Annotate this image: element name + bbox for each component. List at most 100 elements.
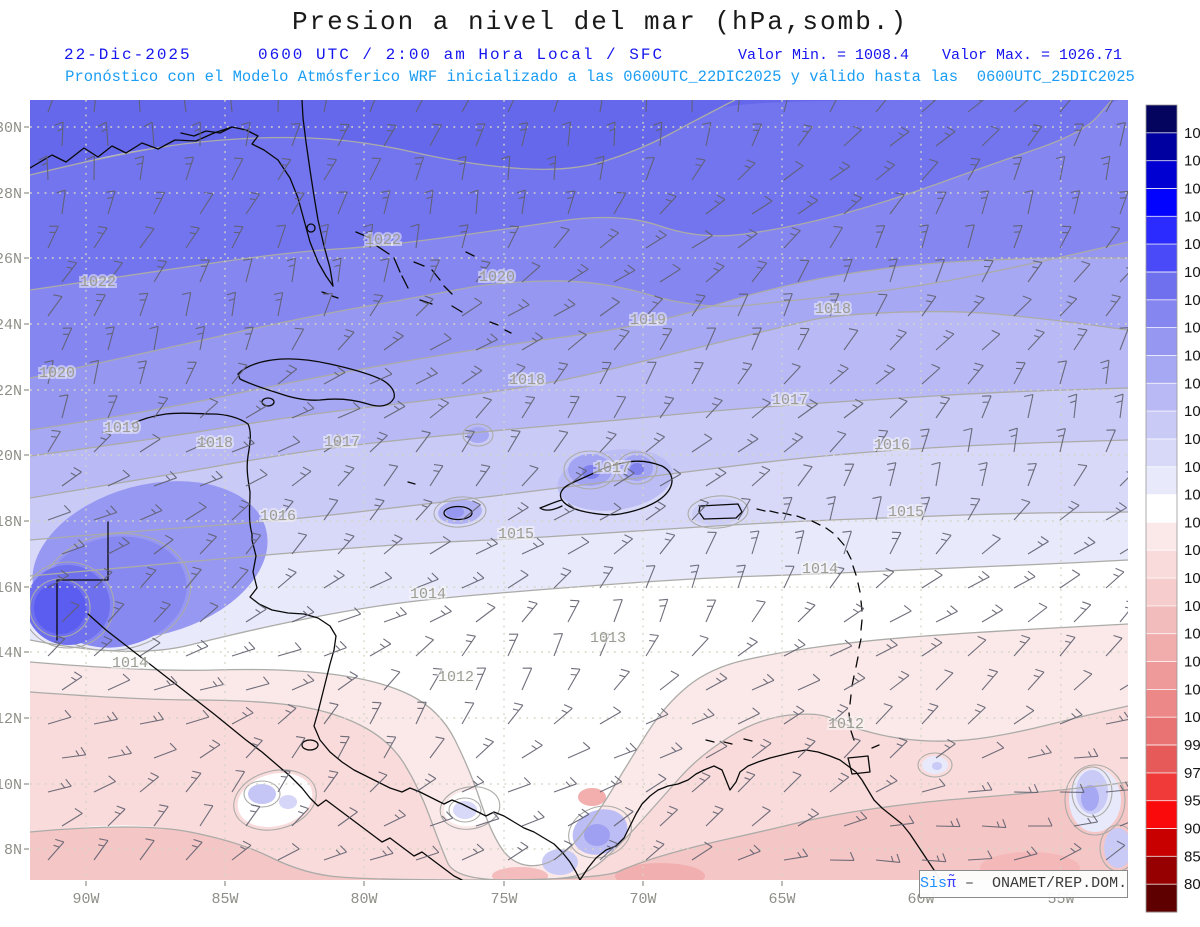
wind-barb bbox=[276, 224, 287, 249]
wind-barb bbox=[291, 674, 315, 691]
wind-barb bbox=[139, 226, 155, 249]
pressure-blob bbox=[615, 863, 705, 880]
wind-barb bbox=[561, 121, 572, 147]
wind-barb bbox=[47, 778, 72, 793]
wind-barb bbox=[935, 669, 954, 691]
colorbar-label: 1002 bbox=[1184, 681, 1200, 698]
wind-barb bbox=[429, 123, 442, 147]
wind-barb bbox=[461, 843, 485, 861]
wind-barb bbox=[507, 298, 530, 317]
wind-barb bbox=[1114, 393, 1124, 419]
wind-barb bbox=[783, 160, 804, 181]
wind-barb bbox=[613, 534, 633, 555]
wind-barb bbox=[751, 260, 768, 283]
wind-barb bbox=[93, 100, 96, 113]
wind-barb bbox=[231, 225, 244, 249]
wind-barb bbox=[751, 673, 775, 691]
forecast-time: 0600 UTC / 2:00 am Hora Local / SFC bbox=[258, 46, 665, 64]
wind-barb bbox=[659, 742, 683, 759]
wind-barb bbox=[935, 396, 951, 419]
colorbar-label: 1019 bbox=[1184, 347, 1200, 364]
contour-label-1014: 1014 bbox=[112, 655, 148, 672]
wind-barb bbox=[829, 225, 843, 249]
wind-barb bbox=[1105, 429, 1116, 453]
wind-barb bbox=[935, 532, 952, 555]
wind-barb bbox=[1013, 705, 1035, 725]
colorbar-band bbox=[1146, 828, 1177, 857]
wind-barb bbox=[47, 294, 63, 317]
wind-barb bbox=[47, 569, 69, 589]
wind-barb bbox=[829, 293, 840, 317]
wind-barb bbox=[935, 191, 947, 215]
wind-barb bbox=[507, 363, 526, 385]
wind-barb bbox=[691, 294, 706, 317]
wind-barb bbox=[829, 364, 849, 385]
wind-barb bbox=[645, 633, 659, 657]
wind-barb bbox=[475, 811, 500, 827]
wind-barb bbox=[797, 673, 821, 691]
wind-barb bbox=[843, 672, 866, 691]
wind-barb bbox=[475, 537, 498, 555]
wind-barb bbox=[1059, 842, 1082, 861]
wind-barb bbox=[245, 400, 268, 419]
wind-barb bbox=[139, 504, 163, 521]
wind-barb bbox=[521, 332, 544, 351]
wind-barb bbox=[89, 359, 100, 385]
wind-barb bbox=[659, 193, 677, 215]
wind-barb bbox=[323, 157, 338, 181]
x-axis-label: 80W bbox=[350, 891, 377, 908]
forecast-date: 22-Dic-2025 bbox=[64, 46, 192, 64]
colorbar-band bbox=[1146, 772, 1177, 802]
wind-barb bbox=[461, 100, 470, 113]
wind-barb bbox=[475, 737, 494, 759]
colorbar-band bbox=[1146, 188, 1177, 217]
wind-barb bbox=[553, 704, 573, 725]
wind-barb bbox=[93, 293, 106, 317]
wind-barb bbox=[659, 805, 678, 827]
pressure-band bbox=[30, 100, 1128, 378]
colorbar-label: 1035 bbox=[1184, 181, 1200, 198]
wind-barb bbox=[185, 770, 202, 793]
wind-barb bbox=[507, 841, 529, 861]
wind-barb bbox=[751, 738, 772, 759]
wind-barb bbox=[783, 848, 809, 861]
colorbar-label: 1020 bbox=[1184, 320, 1200, 337]
wind-barb bbox=[1105, 294, 1121, 317]
wind-barb bbox=[967, 157, 981, 181]
wind-barb bbox=[843, 811, 868, 827]
wind-barb bbox=[794, 530, 805, 555]
wind-barb bbox=[613, 328, 630, 351]
wind-barb bbox=[469, 189, 479, 215]
wind-barb bbox=[231, 769, 246, 793]
wind-barb bbox=[553, 362, 569, 385]
y-axis-label: 24N bbox=[0, 317, 22, 334]
wind-barb bbox=[1073, 260, 1091, 283]
wind-barb bbox=[1059, 569, 1081, 589]
wind-barb bbox=[38, 155, 49, 181]
wind-barb bbox=[475, 123, 486, 147]
wind-barb bbox=[981, 668, 999, 691]
wind-barb bbox=[599, 633, 611, 657]
wind-barb bbox=[737, 100, 740, 113]
wind-barb bbox=[921, 158, 939, 181]
coastline-central-america-caribbean bbox=[249, 539, 581, 880]
wind-barb bbox=[783, 705, 805, 725]
wind-barb bbox=[736, 564, 746, 589]
wind-barb bbox=[47, 225, 59, 249]
wind-barb bbox=[231, 362, 248, 385]
wind-barb bbox=[829, 639, 853, 657]
wind-barb bbox=[967, 570, 990, 589]
wind-barb bbox=[1027, 602, 1048, 623]
wind-barb bbox=[521, 261, 541, 283]
wind-barb bbox=[93, 226, 108, 249]
wind-barb bbox=[369, 771, 388, 793]
wind-barb bbox=[429, 811, 454, 827]
wind-barb bbox=[241, 121, 251, 147]
colorbar-band bbox=[1146, 717, 1177, 746]
colorbar-label: 1018 bbox=[1184, 375, 1200, 392]
wind-barb bbox=[138, 100, 141, 113]
wind-barb bbox=[291, 466, 312, 487]
wind-barb bbox=[547, 155, 557, 181]
wind-barb bbox=[979, 190, 990, 215]
wind-barb bbox=[507, 777, 531, 793]
